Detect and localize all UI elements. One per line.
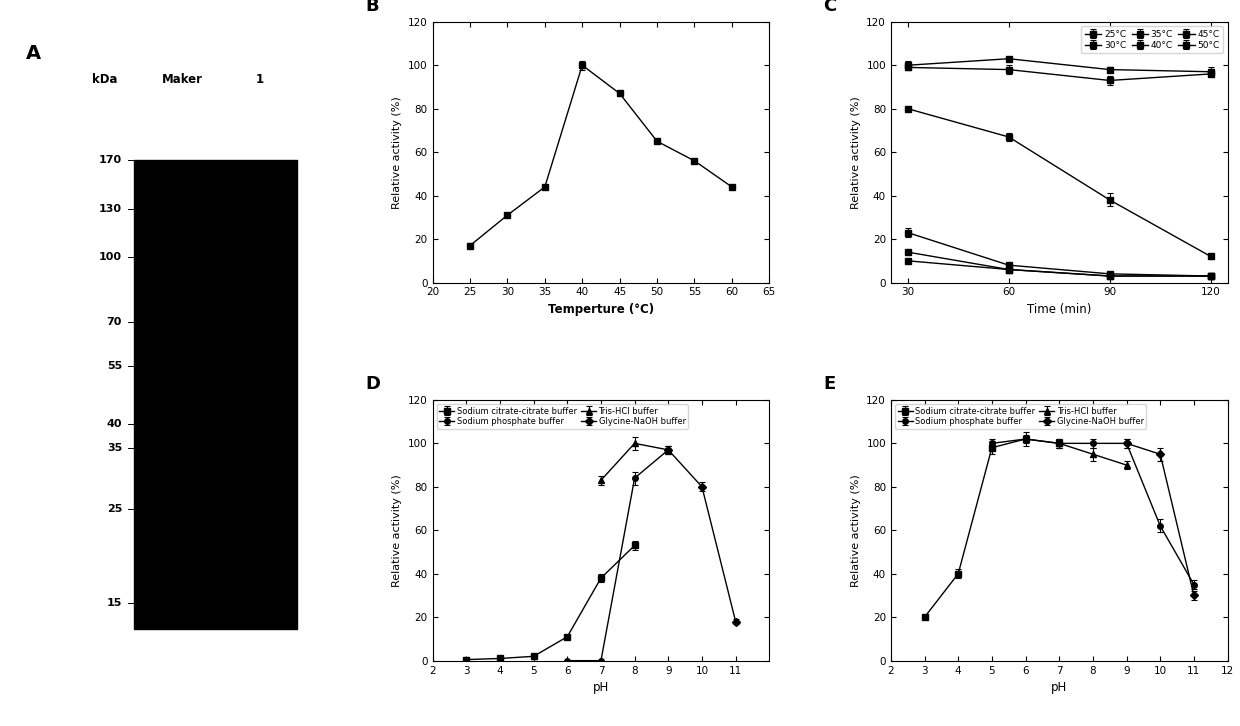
Text: B: B <box>366 0 379 15</box>
Legend: Sodium citrate-citrate buffer, Sodium phosphate buffer, Tris-HCl buffer, Glycine: Sodium citrate-citrate buffer, Sodium ph… <box>895 404 1147 429</box>
Text: Maker: Maker <box>161 73 202 86</box>
Text: C: C <box>823 0 837 15</box>
X-axis label: pH: pH <box>593 681 609 694</box>
Y-axis label: Relative activity (%): Relative activity (%) <box>392 96 403 208</box>
Text: A: A <box>26 44 41 63</box>
Text: 1: 1 <box>255 73 264 86</box>
X-axis label: Temperture (°C): Temperture (°C) <box>548 303 653 316</box>
X-axis label: pH: pH <box>1052 681 1068 694</box>
X-axis label: Time (min): Time (min) <box>1027 303 1091 316</box>
Text: 15: 15 <box>107 597 122 608</box>
Y-axis label: Relative activity (%): Relative activity (%) <box>851 474 861 587</box>
Text: kDa: kDa <box>92 73 118 86</box>
Text: E: E <box>823 375 836 393</box>
Y-axis label: Relative activity (%): Relative activity (%) <box>851 96 861 208</box>
Text: D: D <box>366 375 381 393</box>
Text: 100: 100 <box>99 252 122 262</box>
Legend: 25°C, 30°C, 35°C, 40°C, 45°C, 50°C: 25°C, 30°C, 35°C, 40°C, 45°C, 50°C <box>1081 26 1223 53</box>
Text: 40: 40 <box>107 419 122 429</box>
Text: 35: 35 <box>107 443 122 453</box>
Y-axis label: Relative activity (%): Relative activity (%) <box>392 474 403 587</box>
Legend: Sodium citrate-citrate buffer, Sodium phosphate buffer, Tris-HCl buffer, Glycine: Sodium citrate-citrate buffer, Sodium ph… <box>436 404 688 429</box>
Text: 130: 130 <box>99 204 122 214</box>
Text: 25: 25 <box>107 505 122 515</box>
Text: 170: 170 <box>99 155 122 165</box>
Polygon shape <box>134 160 296 629</box>
Text: 55: 55 <box>107 361 122 371</box>
Text: 70: 70 <box>107 317 122 327</box>
